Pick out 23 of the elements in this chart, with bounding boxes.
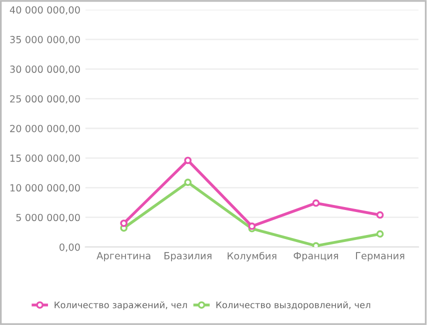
point bbox=[312, 199, 320, 207]
point bbox=[376, 211, 384, 219]
legend-label: Количество выздоровлений, чел bbox=[216, 301, 370, 310]
x-tick-label: Аргентина bbox=[96, 252, 150, 262]
point bbox=[376, 230, 384, 238]
x-tick-label: Германия bbox=[356, 252, 404, 262]
x-tick-label: Колумбия bbox=[228, 252, 276, 262]
legend-label: Количество заражений, чел bbox=[54, 301, 187, 310]
y-tick-label: 40 000 000,00 bbox=[10, 6, 80, 15]
y-tick-label: 30 000 000,00 bbox=[10, 66, 80, 74]
y-tick-label: 20 000 000,00 bbox=[10, 124, 80, 134]
y-tick-label: 10 000 000,00 bbox=[10, 184, 80, 193]
y-tick-label: 25 000 000,00 bbox=[10, 95, 80, 104]
y-tick-label: 5 000 000,00 bbox=[16, 214, 80, 222]
point bbox=[184, 156, 192, 164]
y-tick-label: 15 000 000,00 bbox=[10, 154, 80, 163]
point bbox=[184, 178, 192, 186]
x-tick-label: Бразилия bbox=[164, 252, 212, 262]
y-tick-label: 0,00 bbox=[60, 243, 80, 252]
point bbox=[120, 220, 128, 227]
y-tick-label: 35 000 000,00 bbox=[10, 36, 80, 44]
point bbox=[248, 222, 256, 230]
x-tick-label: Франция bbox=[294, 252, 338, 262]
